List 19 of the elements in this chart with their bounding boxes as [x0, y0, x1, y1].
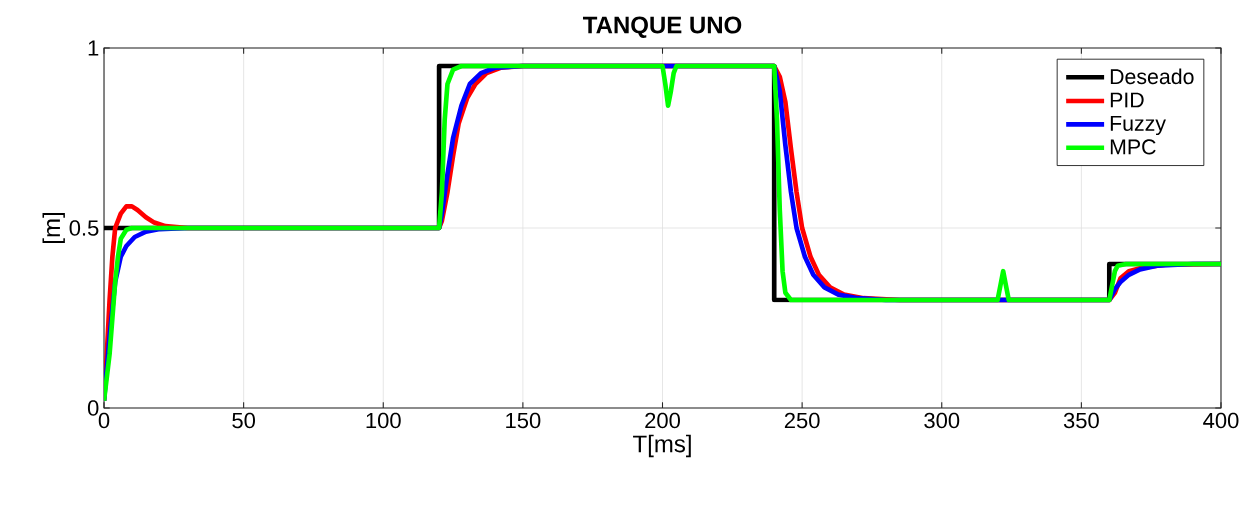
- x-tick-label: 200: [645, 412, 680, 429]
- x-tick-label: 250: [784, 412, 820, 429]
- x-tick-label: 300: [924, 412, 960, 429]
- x-tick-label: 50: [232, 412, 256, 429]
- chart-title: TANQUE UNO: [583, 16, 742, 38]
- x-tick-label: 0: [98, 412, 110, 429]
- legend-label: PID: [1110, 92, 1144, 108]
- x-tick-label: 400: [1203, 412, 1239, 429]
- legend-label: MPC: [1110, 139, 1156, 155]
- y-tick-label: 0.5: [69, 220, 99, 236]
- legend-label: Fuzzy: [1110, 115, 1166, 136]
- x-tick-label: 350: [1063, 412, 1099, 429]
- y-tick-label: 1: [88, 40, 99, 56]
- legend-label: Deseado: [1110, 68, 1194, 85]
- y-axis-title: [m]: [42, 213, 65, 243]
- x-tick-label: 100: [366, 412, 401, 429]
- x-tick-label: 150: [506, 412, 541, 429]
- y-tick-label: 0: [87, 400, 99, 416]
- x-axis-title: T[ms]: [633, 434, 691, 458]
